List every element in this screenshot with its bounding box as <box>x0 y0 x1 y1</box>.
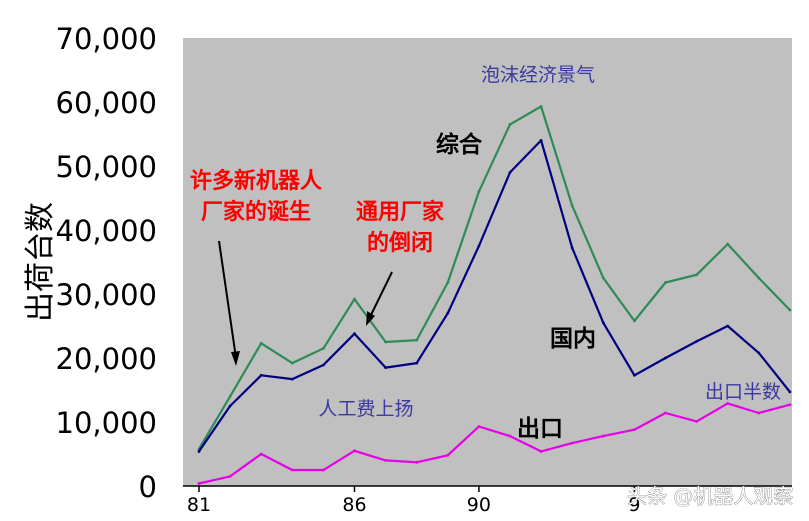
series-0-point <box>539 105 543 108</box>
series-1-point <box>539 139 543 142</box>
annotation-newcomers-1: 许多新机器人 <box>190 168 322 194</box>
annotation-labor-cost: 人工费上扬 <box>318 398 413 420</box>
series-0-point <box>384 340 387 344</box>
series-0-point <box>695 273 698 277</box>
arrow-bankrupt <box>368 271 393 320</box>
annotation-bankrupt-1: 通用厂家 <box>356 199 445 225</box>
series-label-total: 综合 <box>436 131 483 158</box>
series-2-point <box>259 452 263 456</box>
series-2-point <box>384 459 387 462</box>
annotation-bankrupt-2: 的倒闭 <box>367 230 433 256</box>
series-1-point <box>477 244 481 248</box>
series-1-point <box>228 404 232 408</box>
annotation-export-half: 出口半数 <box>705 381 781 403</box>
series-1-point <box>415 361 419 365</box>
series-0-point <box>570 204 574 208</box>
series-1-point <box>446 311 450 315</box>
series-0-point <box>446 281 450 284</box>
series-1-point <box>570 246 574 250</box>
series-label-export: 出口 <box>517 416 563 442</box>
series-2-point <box>446 453 450 457</box>
y-tick-label: 0 <box>139 470 157 504</box>
x-tick-label: 90 <box>467 494 491 516</box>
y-axis: 0 10,000 20,000 30,000 40,000 50,000 60,000 70,… <box>56 22 157 504</box>
x-tick-label: 9 <box>628 494 640 516</box>
series-line-0 <box>198 105 791 450</box>
series-2-point <box>415 460 419 464</box>
y-axis-label: 出荷台数 <box>23 202 58 322</box>
y-tick-label: 50,000 <box>56 150 157 184</box>
series-2-point <box>322 468 325 472</box>
series-1-point <box>601 321 605 325</box>
series-group <box>197 105 792 485</box>
series-line-2 <box>198 402 791 485</box>
series-0-point <box>633 319 636 323</box>
annotation-newcomers-2: 厂家的诞生 <box>201 199 311 225</box>
series-1-point <box>757 351 761 355</box>
series-0-point <box>259 341 263 345</box>
y-tick-label: 10,000 <box>56 406 157 440</box>
series-2-point <box>508 434 512 438</box>
series-1-point <box>322 363 325 367</box>
series-1-point <box>197 450 201 453</box>
series-2-point <box>757 411 761 415</box>
arrow-newcomers <box>218 240 237 359</box>
series-line-1 <box>198 139 791 453</box>
series-2-point <box>477 425 481 428</box>
x-tick-label: 81 <box>187 494 211 516</box>
series-0-point <box>228 395 232 398</box>
series-2-point <box>197 482 201 485</box>
x-axis: 81 86 90 9 <box>183 485 792 516</box>
series-0-point <box>290 361 294 365</box>
series-0-point <box>726 242 730 246</box>
arrow-bankrupt-head <box>366 311 375 326</box>
series-1-point <box>695 339 698 343</box>
y-tick-label: 30,000 <box>56 278 157 312</box>
series-1-point <box>259 373 263 377</box>
series-0-point <box>477 190 481 194</box>
series-2-point <box>601 434 605 438</box>
series-0-point <box>788 308 792 312</box>
series-2-point <box>570 441 574 445</box>
y-tick-label: 60,000 <box>56 86 157 120</box>
series-0-point <box>508 123 512 126</box>
y-tick-label: 20,000 <box>56 342 157 376</box>
series-2-point <box>726 402 730 405</box>
watermark: 头条 @机器人观察 <box>627 484 793 508</box>
series-0-point <box>664 281 667 284</box>
series-0-point <box>353 297 356 301</box>
series-1-point <box>290 377 294 381</box>
series-2-point <box>788 403 792 407</box>
y-tick-label: 40,000 <box>56 214 157 248</box>
series-0-point <box>322 347 325 350</box>
annotation-bubble: 泡沫经济景气 <box>481 64 595 86</box>
series-2-point <box>353 449 356 453</box>
series-0-point <box>415 338 419 342</box>
plot-area <box>183 38 792 486</box>
series-1-point <box>384 366 387 369</box>
series-2-point <box>290 468 294 472</box>
series-2-point <box>228 475 232 478</box>
x-tick-label: 86 <box>342 494 366 516</box>
series-0-point <box>601 276 605 280</box>
series-1-point <box>726 324 730 328</box>
series-1-point <box>664 356 667 360</box>
series-1-point <box>788 390 792 394</box>
series-1-point <box>353 332 356 336</box>
series-2-point <box>633 428 636 432</box>
series-0-point <box>757 276 761 280</box>
series-1-point <box>633 373 636 377</box>
series-2-point <box>664 411 667 415</box>
y-tick-label: 70,000 <box>56 22 157 56</box>
arrow-newcomers-head <box>231 351 240 366</box>
series-2-point <box>695 419 698 423</box>
series-2-point <box>539 450 543 453</box>
series-label-domestic: 国内 <box>550 326 596 352</box>
series-1-point <box>508 171 512 174</box>
